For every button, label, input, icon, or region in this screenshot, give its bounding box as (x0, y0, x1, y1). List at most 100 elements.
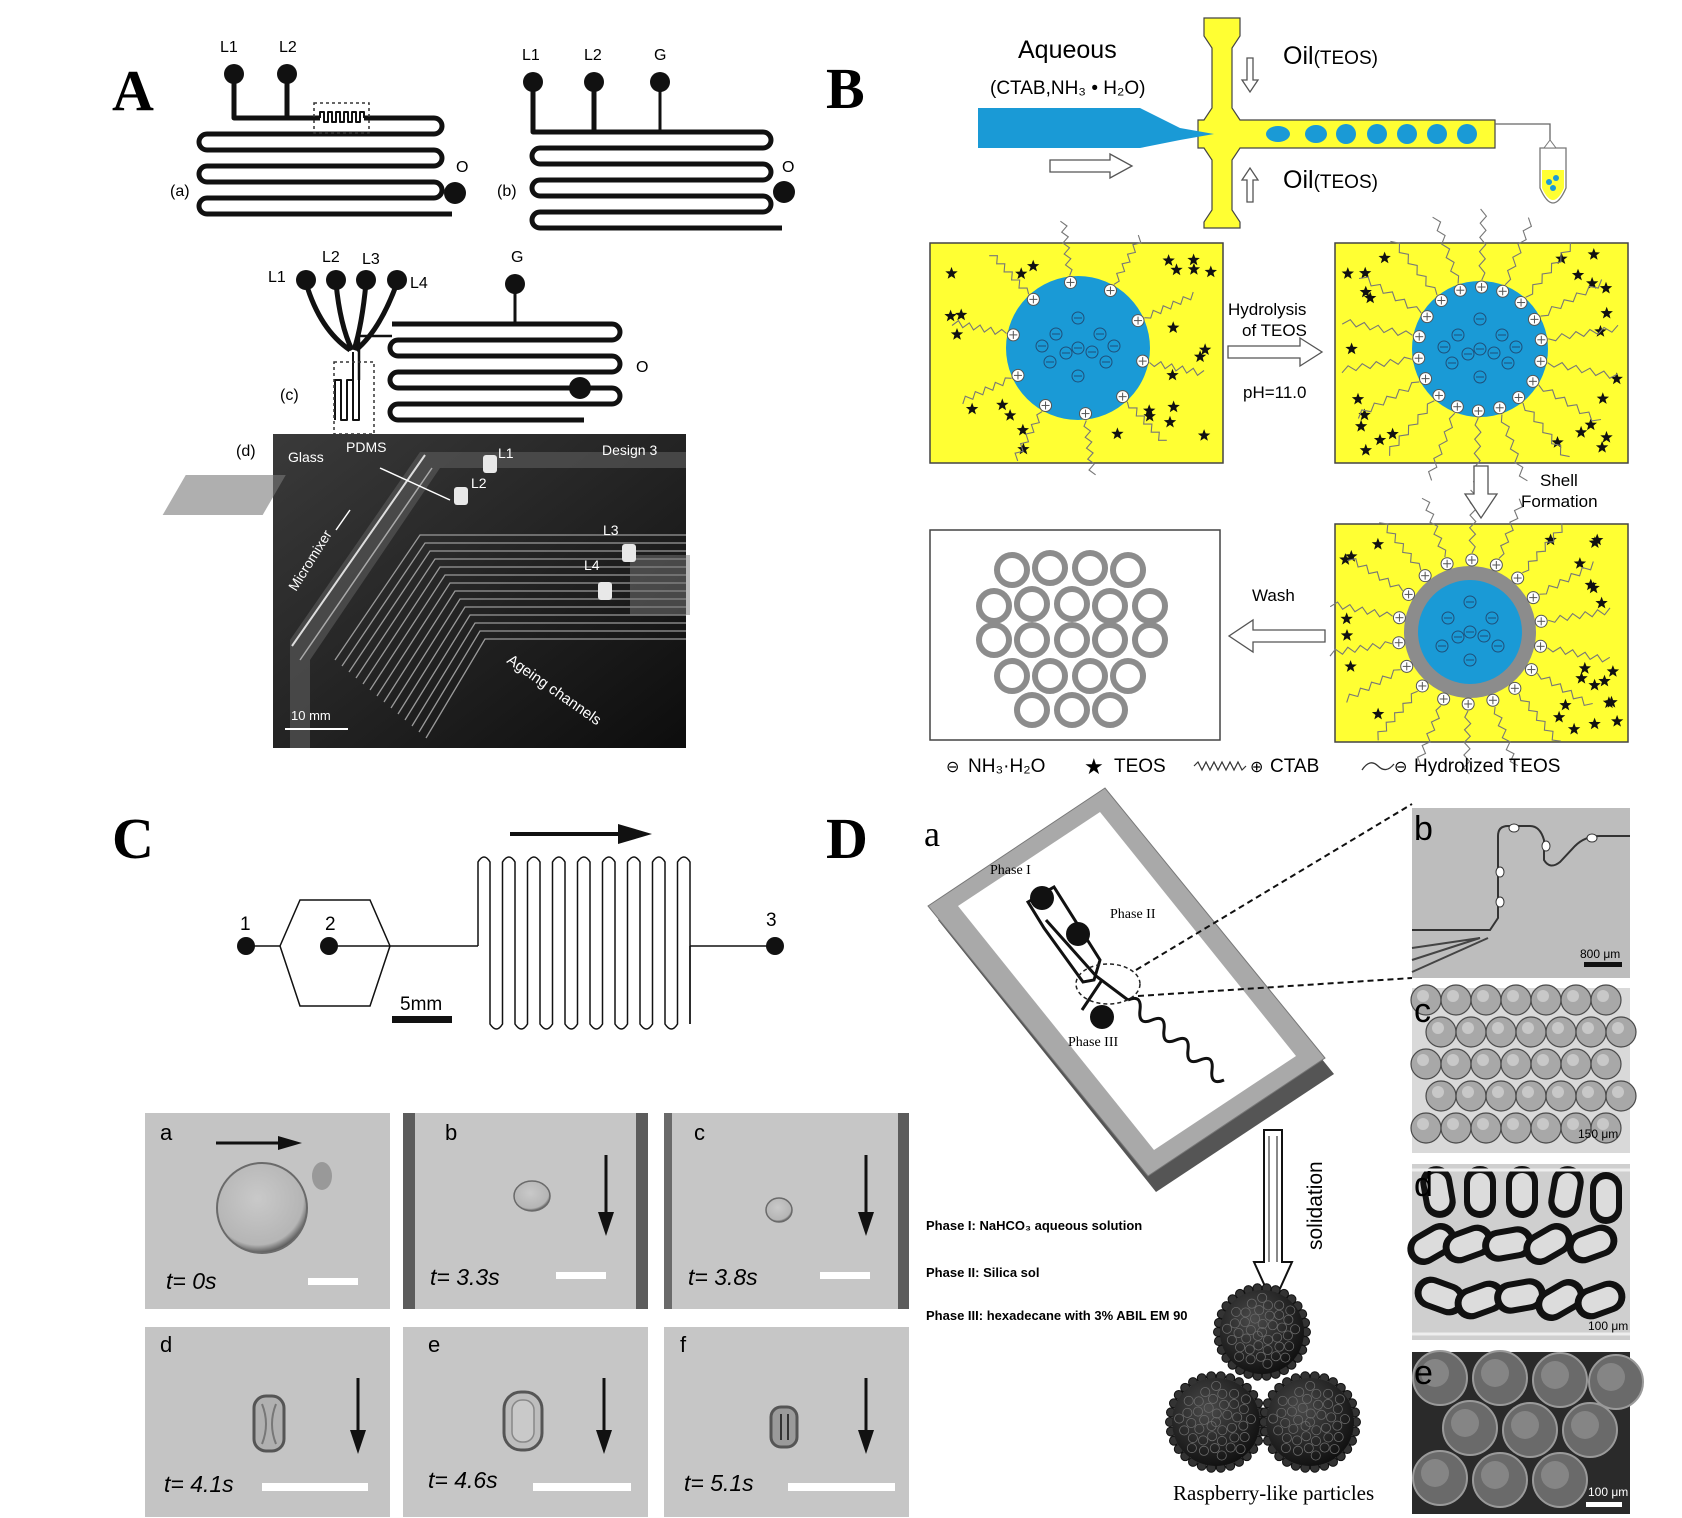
teos-star (1573, 557, 1587, 569)
photo-l3-label: L3 (603, 522, 619, 538)
panel-a-letter: A (112, 58, 154, 123)
teos-star (1371, 537, 1385, 550)
phase2-label: Phase II (1110, 907, 1156, 922)
teos-star (1341, 267, 1354, 279)
teos-star (1386, 427, 1399, 440)
legend-hteos-symbol: ⊖ (1394, 759, 1407, 776)
design-a-l2-label: L2 (279, 39, 297, 56)
raspberry-particle (1165, 1371, 1267, 1473)
design-c-chip (303, 282, 623, 423)
legend-ctab-symbol: ⊕ (1250, 759, 1263, 776)
panel-d-letter: D (826, 806, 868, 871)
design-b-outlet-port (773, 181, 795, 203)
teos-star (1167, 400, 1180, 413)
hollow-particle (1054, 692, 1090, 728)
solidation-label: solidation (1304, 1161, 1327, 1250)
teos-star (945, 266, 958, 279)
design-a-l2-port (277, 64, 297, 84)
micrograph-c-tag: c (1414, 992, 1431, 1030)
teos-star (1166, 368, 1179, 381)
outlet-tube (1495, 123, 1551, 140)
phase2-port (1066, 922, 1090, 946)
photo-pdms-label: PDMS (346, 439, 386, 455)
design-c-inlet-l2-channel (333, 282, 355, 352)
droplet (1457, 124, 1477, 144)
state-box-shell (1329, 489, 1629, 775)
phase-legend-2: Phase II: Silica sol (926, 1265, 1039, 1280)
teos-star (1143, 404, 1156, 416)
micrograph-b-tag: b (1414, 810, 1433, 848)
teos-star (1204, 265, 1217, 278)
teos-star (1162, 254, 1175, 266)
teos-star (1605, 695, 1618, 708)
panel-c-letter: C (112, 806, 154, 871)
hollow-particle (1072, 550, 1108, 586)
teos-star (1004, 409, 1017, 421)
teos-star (1559, 698, 1572, 711)
hollow-particle (994, 658, 1030, 694)
raspberry-particle (1259, 1371, 1361, 1473)
port-1-label: 1 (240, 914, 251, 935)
photo-scale-label: 10 mm (291, 708, 331, 723)
frame-d-time: t= 4.1s (164, 1471, 234, 1497)
port-3 (766, 937, 784, 955)
aqueous-flow-arrow-icon (1049, 152, 1134, 180)
design-a-chip (196, 78, 452, 217)
micrograph-d-scale: 100 μm (1588, 1319, 1628, 1333)
hollow-particle (1054, 586, 1090, 622)
droplet (1266, 126, 1290, 142)
legend-teos-symbol: ★ (1084, 754, 1104, 779)
frame-b-time: t= 3.3s (430, 1264, 500, 1290)
teos-star (1345, 550, 1358, 562)
teos-star (1596, 392, 1609, 404)
teos-star (1187, 253, 1200, 266)
design-a-l1-port (224, 64, 244, 84)
port-2-label: 2 (325, 914, 336, 935)
design-c-l3-label: L3 (362, 251, 380, 268)
design-b-chip (529, 84, 782, 231)
teos-star (1575, 671, 1588, 684)
design-a-outlet-label: O (456, 159, 468, 176)
wavy-channel (1127, 996, 1225, 1084)
design-c-l4-label: L4 (410, 275, 428, 292)
oil-top-label: Oil(TEOS) (1283, 42, 1378, 70)
teos-star (1588, 678, 1601, 691)
design-b-l1-label: L1 (522, 47, 540, 64)
capsule-particles (1407, 1166, 1630, 1336)
teos-star (1600, 430, 1613, 443)
teos-star (1371, 707, 1385, 720)
frame-e: e t= 4.6s (403, 1327, 648, 1517)
teos-star (1364, 291, 1377, 304)
teos-star (1197, 429, 1211, 441)
teos-star (1344, 660, 1357, 672)
hollow-particles (976, 550, 1168, 728)
design-c-l3-port (356, 270, 376, 290)
phase3-label: Phase III (1068, 1035, 1118, 1050)
panel-b-legend: ⊖ NH₃·H₂O ★ TEOS ⊕ CTAB ⊖ Hydrolized TEO… (946, 754, 1560, 779)
teos-star (1340, 612, 1353, 625)
oil-inlet-arrow-icon (1240, 57, 1260, 94)
raspberry-particle (1213, 1283, 1311, 1381)
frame-b: b t= 3.3s (403, 1113, 648, 1309)
phase3-port (1090, 1005, 1114, 1029)
ph-label: pH=11.0 (1243, 383, 1306, 402)
hollow-particle (976, 622, 1012, 658)
design-a-serpentine (196, 115, 452, 217)
aqueous-sublabel: (CTAB,NH₃ • H₂O) (990, 78, 1145, 99)
panel-d: D a Phase I Phase II Phase III solidatio… (826, 787, 1644, 1514)
state-box-hydrolysis (1334, 208, 1629, 490)
frame-f-time: t= 5.1s (684, 1470, 754, 1496)
design-c-link (357, 334, 392, 380)
sem-particles (1412, 1350, 1644, 1508)
panel-b-letter: B (826, 56, 865, 121)
design-b-serpentine (529, 129, 782, 231)
droplet (1367, 124, 1387, 144)
glass-slab (290, 452, 686, 748)
design-b-l2-port (584, 72, 604, 92)
micrograph-e-tag: e (1414, 1354, 1433, 1392)
design-c-l2-label: L2 (322, 249, 340, 266)
legend-nh3-text: NH₃·H₂O (968, 756, 1045, 777)
micrograph-c-scale: 150 μm (1578, 1127, 1618, 1141)
frame-f-tag: f (680, 1332, 687, 1357)
